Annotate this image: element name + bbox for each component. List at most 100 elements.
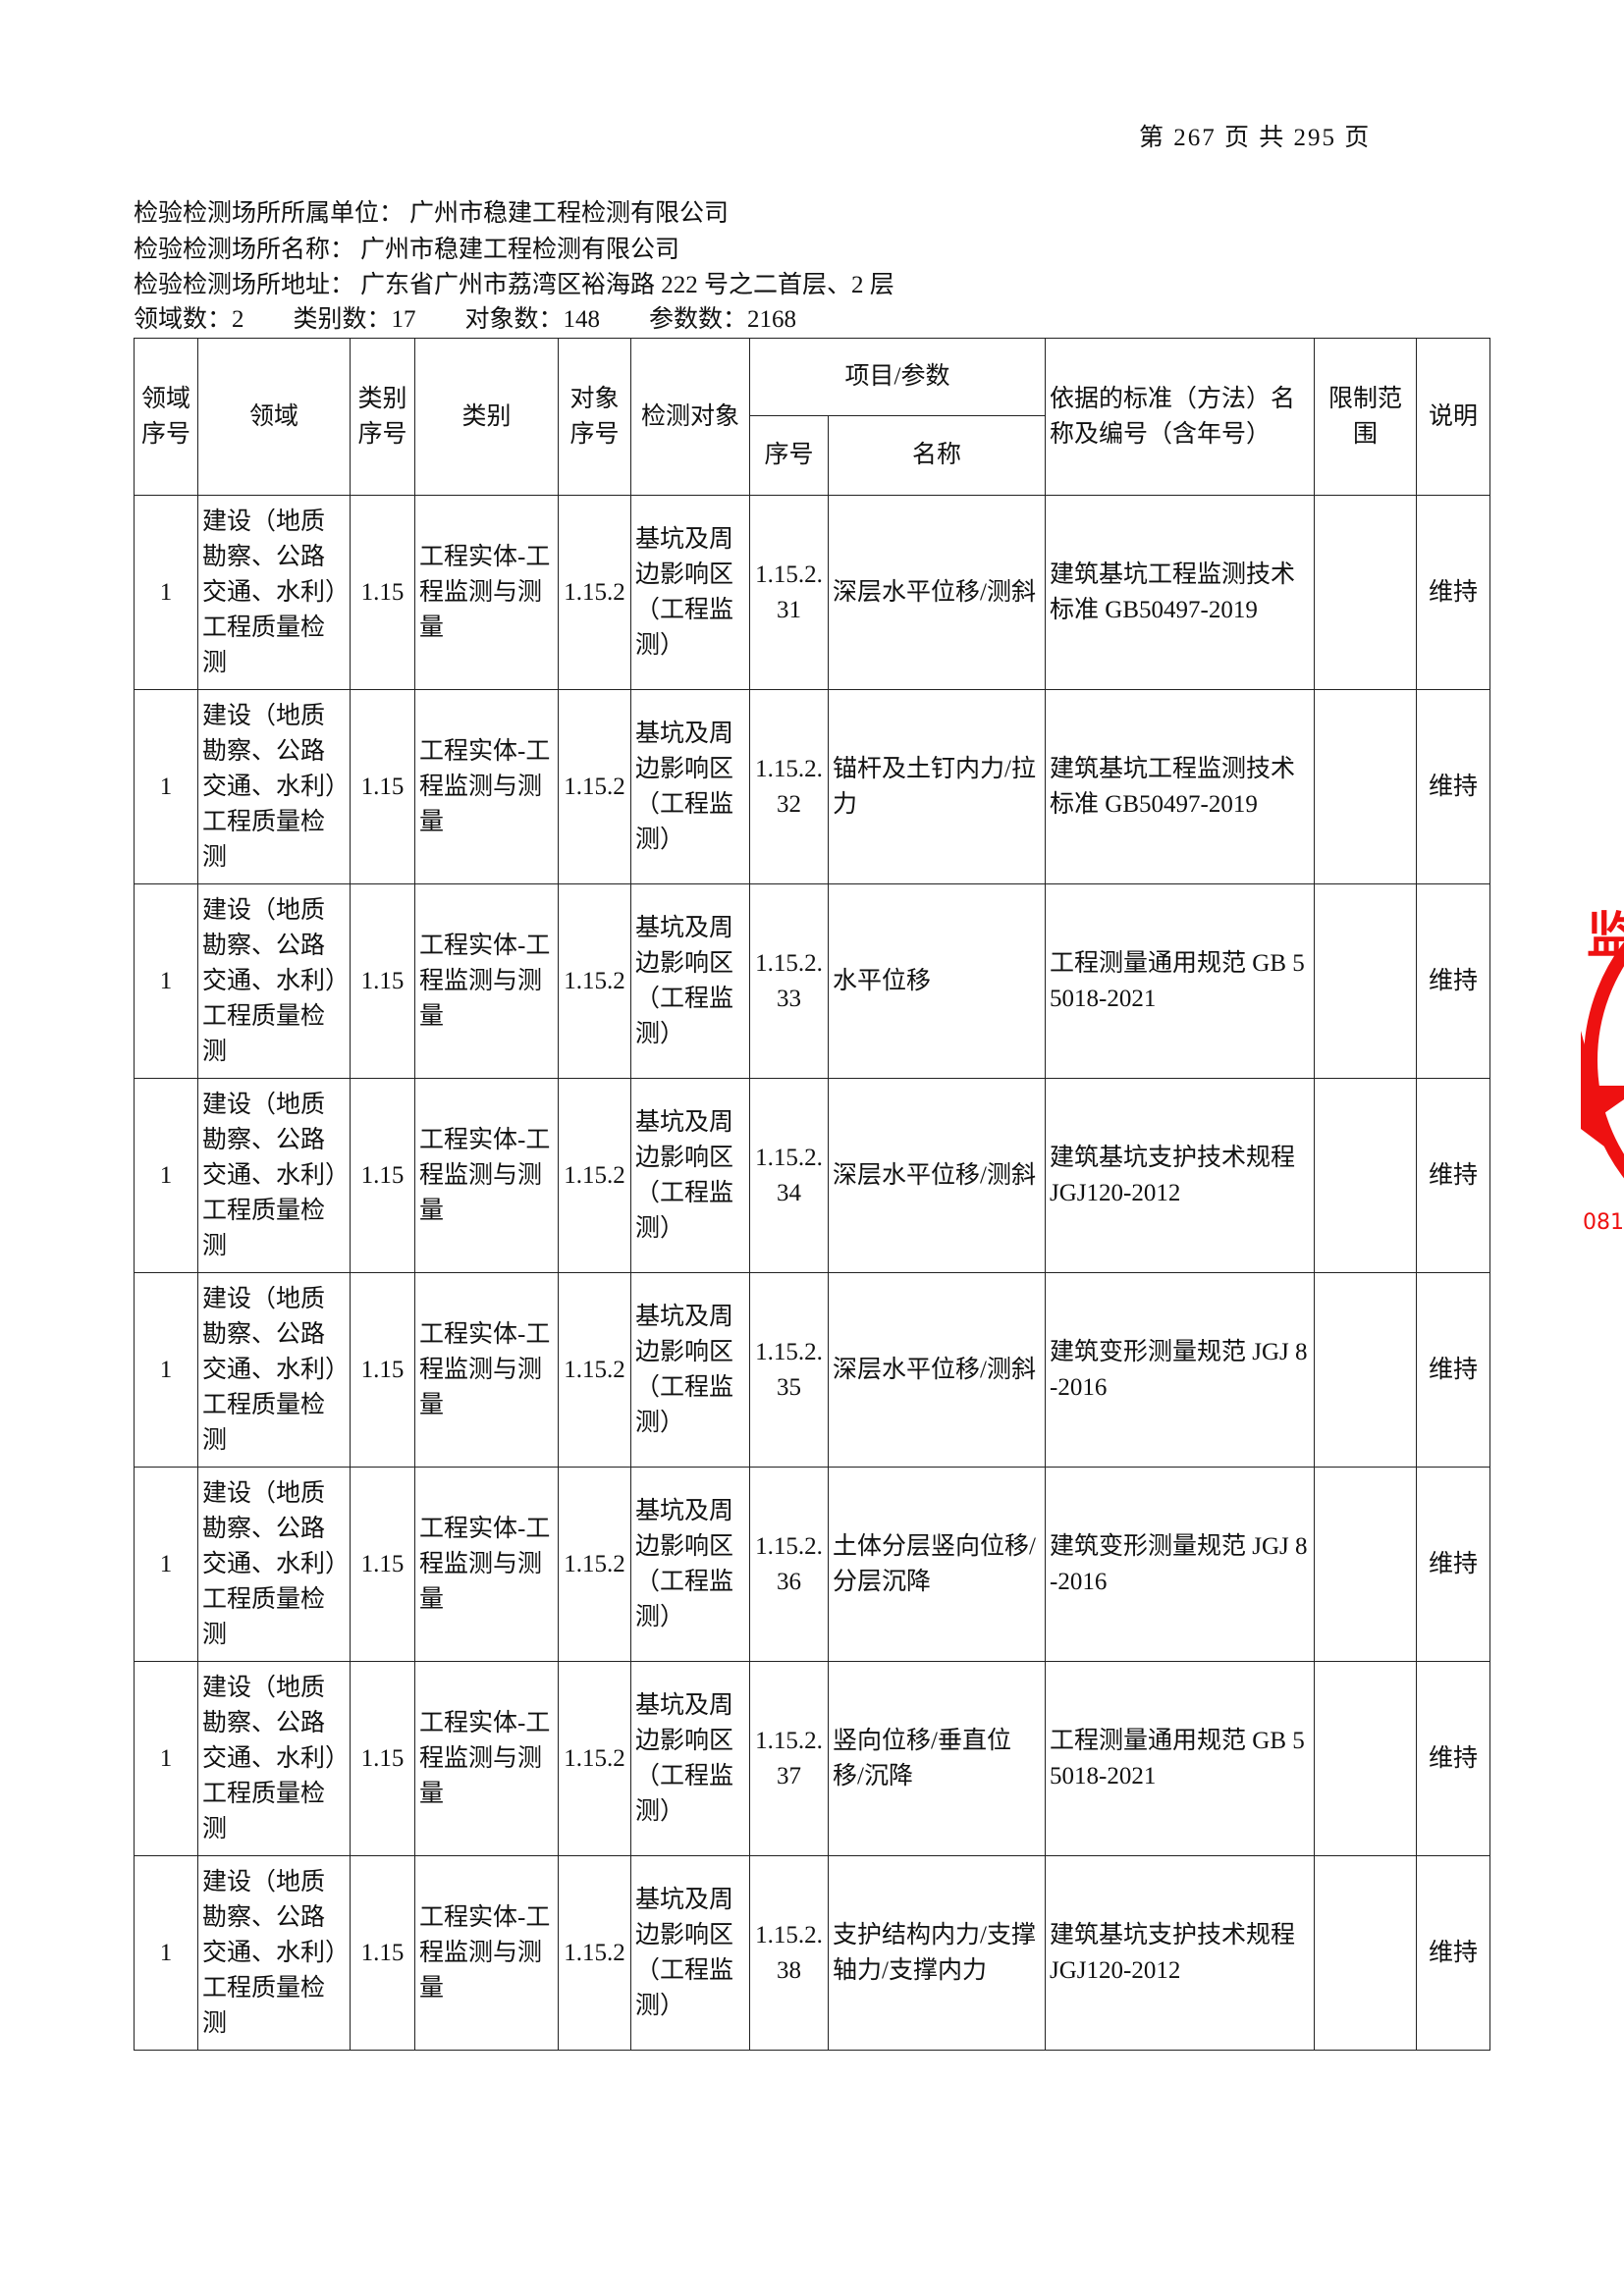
header-field-no: 领域序号 [134, 338, 198, 496]
address-line: 检验检测场所地址： 广东省广州市荔湾区裕海路 222 号之二首层、2 层 [134, 268, 900, 303]
cell-cat: 工程实体-工程监测与测量 [414, 689, 559, 884]
cell-cat-no: 1.15 [350, 495, 415, 690]
cell-field: 建设（地质勘察、公路交通、水利）工程质量检测 [197, 1661, 351, 1856]
cell-note: 维持 [1416, 1661, 1491, 1856]
cell-obj-no: 1.15.2 [558, 1467, 631, 1662]
cell-item-no: 1.15.2.32 [749, 689, 829, 884]
cell-item-name: 深层水平位移/测斜 [827, 495, 1047, 690]
cell-note: 维持 [1416, 495, 1491, 690]
cell-item-name: 深层水平位移/测斜 [827, 1272, 1047, 1468]
cell-item-name: 土体分层竖向位移/分层沉降 [827, 1467, 1047, 1662]
cell-field: 建设（地质勘察、公路交通、水利）工程质量检测 [197, 1078, 351, 1273]
cell-item-name: 深层水平位移/测斜 [827, 1078, 1047, 1273]
cell-field: 建设（地质勘察、公路交通、水利）工程质量检测 [197, 1855, 351, 2051]
header-note: 说明 [1416, 338, 1491, 496]
cell-standard: 建筑基坑工程监测技术标准 GB50497-2019 [1045, 495, 1316, 690]
table-row: 1 建设（地质勘察、公路交通、水利）工程质量检测 1.15 工程实体-工程监测与测量 1… [134, 1272, 1491, 1468]
cell-item-no: 1.15.2.33 [749, 883, 829, 1079]
cell-field-no: 1 [134, 1272, 198, 1468]
cell-obj: 基坑及周边影响区（工程监测） [630, 689, 750, 884]
cell-obj: 基坑及周边影响区（工程监测） [630, 1272, 750, 1468]
cell-obj-no: 1.15.2 [558, 1661, 631, 1856]
header-item-no: 序号 [749, 415, 829, 496]
cell-field: 建设（地质勘察、公路交通、水利）工程质量检测 [197, 1467, 351, 1662]
table-row: 1 建设（地质勘察、公路交通、水利）工程质量检测 1.15 工程实体-工程监测与测量 1… [134, 883, 1491, 1079]
cell-item-name: 竖向位移/垂直位移/沉降 [827, 1661, 1047, 1856]
table-row: 1 建设（地质勘察、公路交通、水利）工程质量检测 1.15 工程实体-工程监测与测量 1… [134, 1855, 1491, 2051]
cell-obj-no: 1.15.2 [558, 1855, 631, 2051]
object-count: 对象数：148 [464, 306, 601, 333]
cell-cat: 工程实体-工程监测与测量 [414, 1661, 559, 1856]
cell-cat-no: 1.15 [350, 1078, 415, 1273]
cell-item-no: 1.15.2.36 [749, 1467, 829, 1662]
label: 检验检测场所地址： [134, 272, 355, 298]
name-line: 检验检测场所名称： 广州市稳建工程检测有限公司 [134, 233, 685, 268]
cell-limit [1314, 883, 1418, 1079]
label: 检验检测场所所属单位： [134, 200, 405, 227]
cell-limit [1314, 689, 1418, 884]
header-obj: 检测对象 [630, 338, 750, 496]
cell-field: 建设（地质勘察、公路交通、水利）工程质量检测 [197, 1272, 351, 1468]
cell-item-no: 1.15.2.38 [749, 1855, 829, 2051]
cell-note: 维持 [1416, 883, 1491, 1079]
cell-item-no: 1.15.2.34 [749, 1078, 829, 1273]
cell-field-no: 1 [134, 1661, 198, 1856]
cell-standard: 建筑基坑支护技术规程 JGJ120-2012 [1045, 1855, 1316, 2051]
cell-note: 维持 [1416, 689, 1491, 884]
cell-item-no: 1.15.2.35 [749, 1272, 829, 1468]
cell-note: 维持 [1416, 1855, 1491, 2051]
page-number: 第 267 页 共 295 页 [1139, 125, 1372, 151]
cell-cat-no: 1.15 [350, 1661, 415, 1856]
cell-standard: 建筑基坑支护技术规程 JGJ120-2012 [1045, 1078, 1316, 1273]
cell-limit [1314, 1078, 1418, 1273]
seal-icon: 监 0810 [1581, 907, 1624, 1235]
cell-item-name: 锚杆及土钉内力/拉力 [827, 689, 1047, 884]
cell-cat: 工程实体-工程监测与测量 [414, 1078, 559, 1273]
header-limit: 限制范围 [1314, 338, 1418, 496]
cell-field: 建设（地质勘察、公路交通、水利）工程质量检测 [197, 689, 351, 884]
cell-field-no: 1 [134, 883, 198, 1079]
value: 广州市稳建工程检测有限公司 [409, 200, 730, 227]
counts-line: 领域数：2 类别数：17 对象数：148 参数数：2168 [134, 302, 802, 338]
cell-note: 维持 [1416, 1467, 1491, 1662]
cell-field-no: 1 [134, 495, 198, 690]
unit-line: 检验检测场所所属单位： 广州市稳建工程检测有限公司 [134, 196, 734, 232]
cell-cat-no: 1.15 [350, 1855, 415, 2051]
svg-text:监: 监 [1587, 907, 1624, 964]
cell-limit [1314, 1661, 1418, 1856]
svg-text:0810: 0810 [1583, 1210, 1624, 1235]
value: 广州市稳建工程检测有限公司 [360, 237, 680, 263]
table-row: 1 建设（地质勘察、公路交通、水利）工程质量检测 1.15 工程实体-工程监测与测量 1… [134, 689, 1491, 884]
cell-cat: 工程实体-工程监测与测量 [414, 1272, 559, 1468]
header-standard: 依据的标准（方法）名称及编号（含年号） [1045, 338, 1316, 496]
header-field: 领域 [197, 338, 351, 496]
cell-note: 维持 [1416, 1078, 1491, 1273]
cell-cat: 工程实体-工程监测与测量 [414, 1855, 559, 2051]
cell-item-no: 1.15.2.37 [749, 1661, 829, 1856]
cell-obj: 基坑及周边影响区（工程监测） [630, 495, 750, 690]
cell-item-no: 1.15.2.31 [749, 495, 829, 690]
table-row: 1 建设（地质勘察、公路交通、水利）工程质量检测 1.15 工程实体-工程监测与测量 1… [134, 1661, 1491, 1856]
cell-note: 维持 [1416, 1272, 1491, 1468]
cell-cat-no: 1.15 [350, 883, 415, 1079]
cell-limit [1314, 495, 1418, 690]
table-row: 1 建设（地质勘察、公路交通、水利）工程质量检测 1.15 工程实体-工程监测与测量 1… [134, 1078, 1491, 1273]
scope-table: 领域序号 领域 类别序号 类别 对象序号 检测对象 项目/参数 依据的标准（方法… [134, 338, 1491, 2051]
header-cat-no: 类别序号 [350, 338, 415, 496]
cell-field-no: 1 [134, 689, 198, 884]
cell-obj-no: 1.15.2 [558, 1272, 631, 1468]
cell-obj-no: 1.15.2 [558, 883, 631, 1079]
category-count: 类别数：17 [293, 306, 416, 333]
cell-obj: 基坑及周边影响区（工程监测） [630, 1855, 750, 2051]
cell-limit [1314, 1467, 1418, 1662]
header-item-name: 名称 [827, 415, 1047, 496]
cell-cat-no: 1.15 [350, 1467, 415, 1662]
header-item: 项目/参数 [748, 338, 1047, 416]
value: 广东省广州市荔湾区裕海路 222 号之二首层、2 层 [360, 272, 894, 298]
cell-limit [1314, 1272, 1418, 1468]
cell-standard: 建筑基坑工程监测技术标准 GB50497-2019 [1045, 689, 1316, 884]
cell-obj-no: 1.15.2 [558, 689, 631, 884]
cell-obj-no: 1.15.2 [558, 495, 631, 690]
cell-standard: 建筑变形测量规范 JGJ 8-2016 [1045, 1272, 1316, 1468]
cell-field-no: 1 [134, 1078, 198, 1273]
